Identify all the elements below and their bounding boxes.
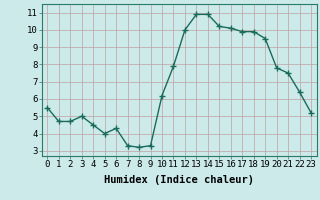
X-axis label: Humidex (Indice chaleur): Humidex (Indice chaleur) bbox=[104, 175, 254, 185]
